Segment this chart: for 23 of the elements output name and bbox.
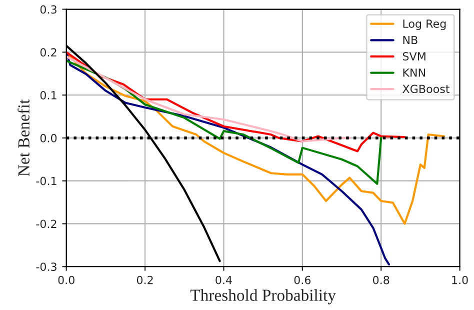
y-tick-label: 0.3 [40,5,56,14]
x-tick-label: 0.4 [216,276,232,284]
y-tick-label: -0.2 [36,220,56,228]
line-series [66,51,390,266]
x-tick-label: 0.0 [58,276,74,284]
x-tick-label: 0.2 [136,276,153,284]
x-tick-label: 0.6 [294,276,311,284]
y-tick-label: 0.0 [40,134,57,142]
x-tick-label: 1.0 [452,276,468,284]
y-axis-title: Net Benefit [18,99,30,176]
legend-label: SVM [402,52,426,61]
line-series [66,60,382,185]
legend-label: KNN [403,68,426,77]
legend-label: NB [403,36,418,44]
y-tick-label: -0.1 [36,176,56,186]
legend-label: XGBoost [402,84,450,94]
y-tick-label: -0.3 [36,262,56,271]
legend-label: Log Reg [403,20,446,30]
x-axis-title: Threshold Probability [190,289,336,304]
line-series [66,55,351,142]
y-tick-label: 0.1 [40,91,56,100]
x-tick-label: 0.8 [372,276,390,284]
y-tick-label: 0.2 [40,48,56,57]
